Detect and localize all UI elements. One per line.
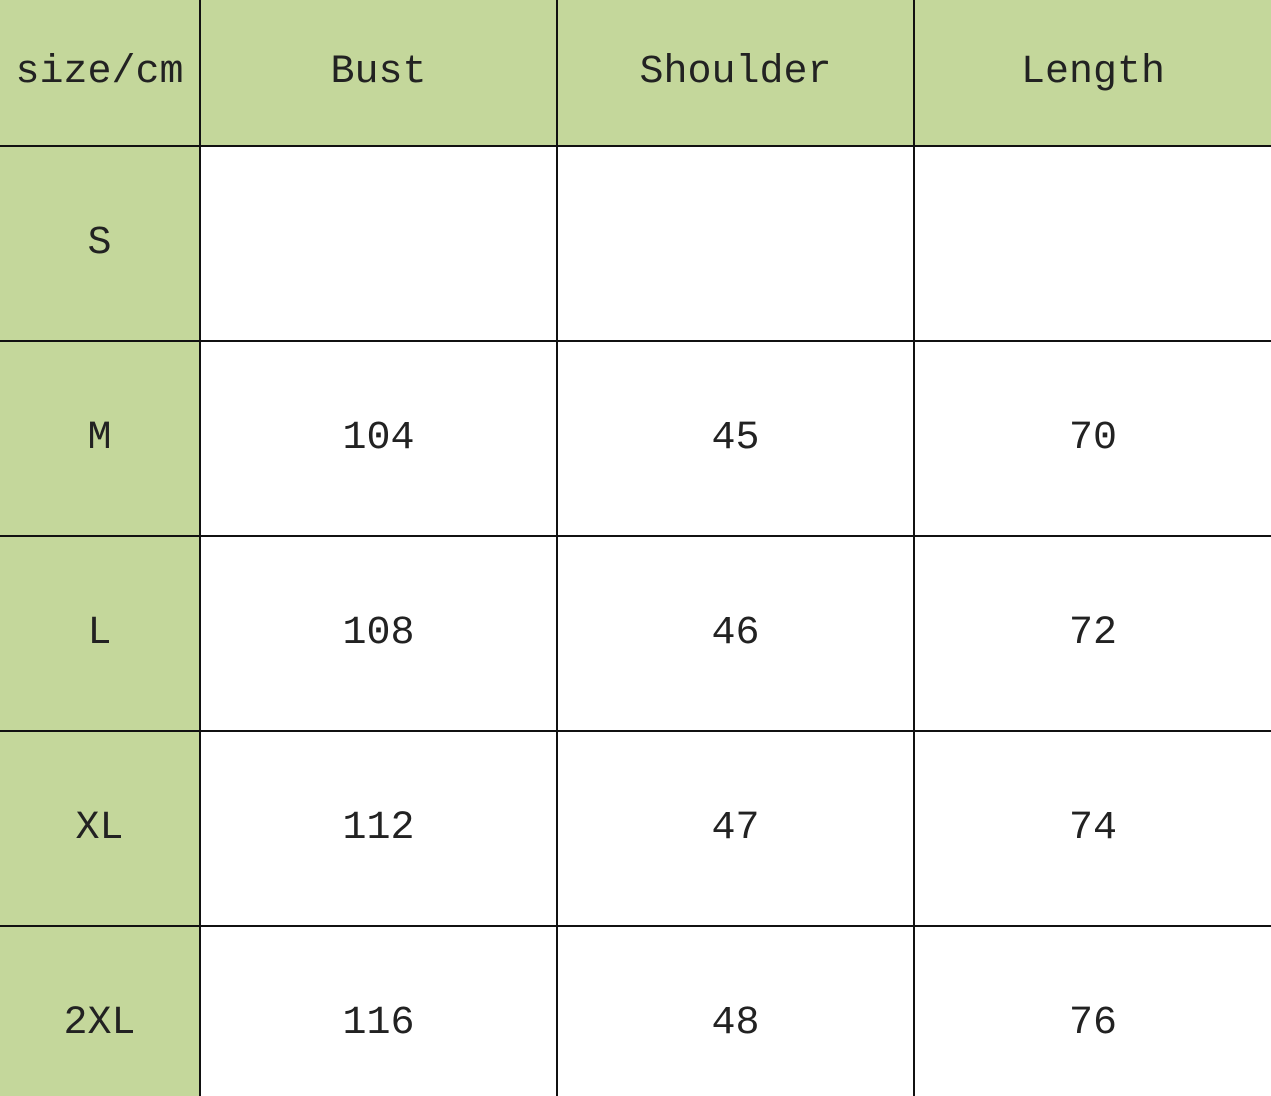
value-cell: 116 [201, 927, 558, 1096]
value-cell: 108 [201, 537, 558, 732]
value-cell: 104 [201, 342, 558, 537]
header-cell: Length [915, 0, 1271, 147]
value-cell: 74 [915, 732, 1271, 927]
value-cell: 48 [558, 927, 915, 1096]
value-cell [201, 147, 558, 342]
size-cell: M [0, 342, 201, 537]
value-cell [915, 147, 1271, 342]
header-cell: Shoulder [558, 0, 915, 147]
header-cell: size/cm [0, 0, 201, 147]
value-cell: 112 [201, 732, 558, 927]
value-cell: 72 [915, 537, 1271, 732]
value-cell: 46 [558, 537, 915, 732]
header-cell: Bust [201, 0, 558, 147]
value-cell: 70 [915, 342, 1271, 537]
value-cell: 45 [558, 342, 915, 537]
size-cell: S [0, 147, 201, 342]
value-cell: 76 [915, 927, 1271, 1096]
size-cell: XL [0, 732, 201, 927]
size-cell: 2XL [0, 927, 201, 1096]
size-cell: L [0, 537, 201, 732]
value-cell [558, 147, 915, 342]
value-cell: 47 [558, 732, 915, 927]
